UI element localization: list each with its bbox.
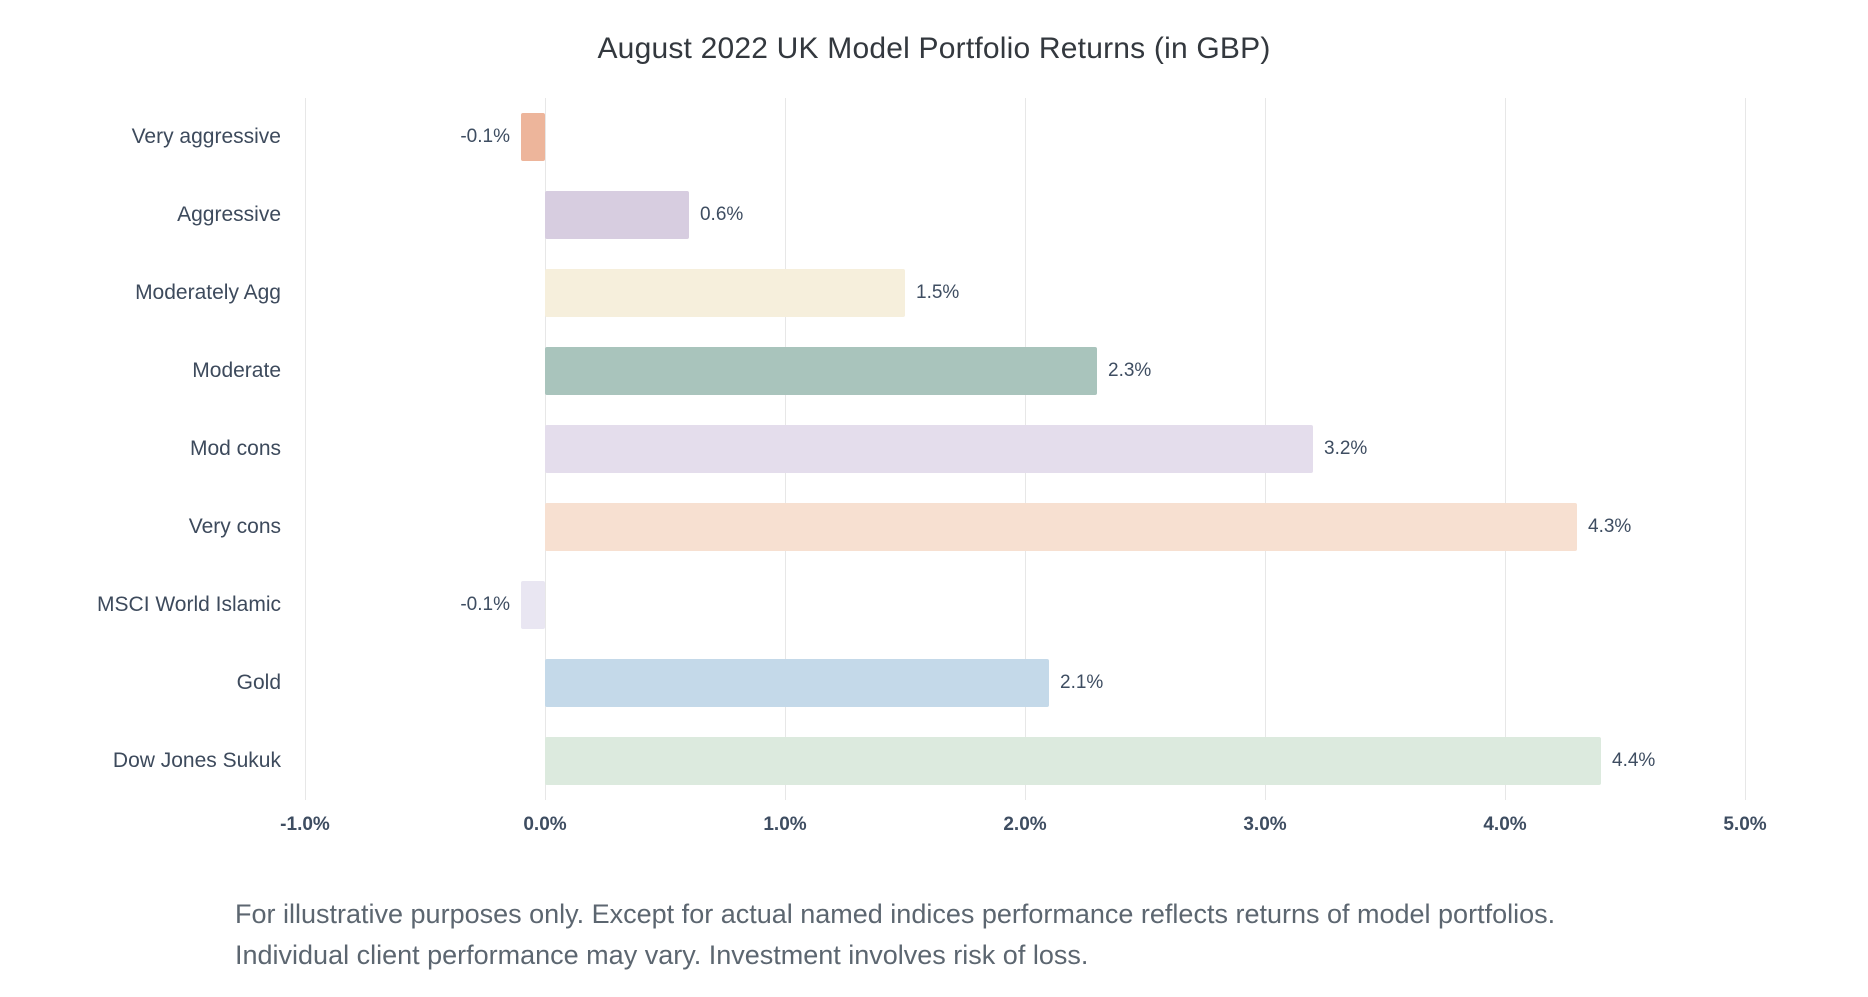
x-tick-label: 1.0% (763, 814, 807, 835)
bar (545, 191, 689, 239)
category-label: Aggressive (177, 203, 281, 226)
bar-value-label: 1.5% (916, 282, 960, 303)
x-tick-label: -1.0% (280, 814, 330, 835)
disclaimer-line-2: Individual client performance may vary. … (235, 940, 1089, 970)
bar-value-label: 4.3% (1588, 516, 1632, 537)
bar (521, 581, 545, 629)
bar-value-label: 2.1% (1060, 672, 1104, 693)
bar (521, 113, 545, 161)
x-tick-label: 5.0% (1723, 814, 1767, 835)
category-label: Mod cons (189, 437, 281, 460)
bar (545, 347, 1097, 395)
gridline (305, 98, 306, 800)
bar-value-label: 2.3% (1108, 360, 1152, 381)
bar-chart: Very aggressive Aggressive Moderately Agg M… (0, 98, 1868, 842)
category-label: Very cons (188, 515, 281, 538)
category-label: Gold (236, 671, 281, 694)
bar-value-label: -0.1% (460, 126, 510, 147)
x-tick-label: 4.0% (1483, 814, 1527, 835)
bar (545, 269, 905, 317)
bar-value-label: 0.6% (699, 204, 744, 225)
bar (545, 659, 1049, 707)
disclaimer-line-1: For illustrative purposes only. Except f… (235, 899, 1556, 929)
category-label: Moderate (192, 359, 281, 382)
x-tick-label: 2.0% (1003, 814, 1047, 835)
disclaimer: For illustrative purposes only. Except f… (0, 894, 1868, 976)
category-axis: Very aggressive Aggressive Moderately Agg M… (65, 98, 305, 842)
category-label: MSCI World Islamic (97, 593, 281, 616)
bar-value-label: 4.4% (1612, 750, 1656, 771)
x-tick-label: 3.0% (1243, 814, 1287, 835)
category-label: Very aggressive (131, 125, 281, 148)
bar (545, 737, 1601, 785)
category-label: Moderately Agg (135, 281, 281, 304)
bar-value-label: 3.2% (1324, 438, 1368, 459)
bar (545, 425, 1313, 473)
x-tick-label: 0.0% (523, 814, 567, 835)
bar (545, 503, 1577, 551)
category-label: Dow Jones Sukuk (112, 749, 281, 772)
gridline (1505, 98, 1506, 800)
plot-area: -1.0% 0.0% 1.0% 2.0% 3.0% 4.0% 5.0% -0.1% 0.6% 1.… (280, 98, 1767, 842)
bar-value-label: -0.1% (460, 594, 510, 615)
gridline (1745, 98, 1746, 800)
chart-title: August 2022 UK Model Portfolio Returns (… (597, 32, 1271, 65)
